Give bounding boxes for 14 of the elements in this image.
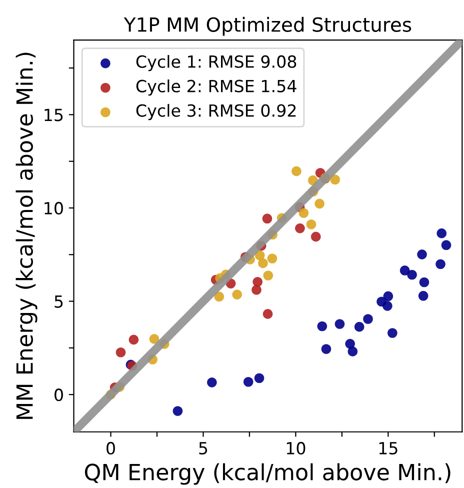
y-tick-label: 5	[54, 295, 63, 308]
x-axis-title: QM Energy (kcal/mol above Min.)	[84, 463, 450, 485]
legend-label: Cycle 3: RMSE 0.92	[136, 104, 296, 120]
chart-title: Y1P MM Optimized Structures	[124, 16, 412, 36]
x-tick-label: 15	[379, 442, 398, 455]
x-tick-label: 0	[106, 442, 115, 455]
y-tick-label: 10	[44, 202, 63, 215]
y-tick-label: 0	[54, 388, 63, 402]
x-tick-label: 5	[199, 442, 208, 455]
legend-label: Cycle 1: RMSE 9.08	[136, 55, 296, 72]
y-tick-label: 15	[44, 108, 63, 122]
legend-label: Cycle 2: RMSE 1.54	[136, 79, 296, 96]
y-axis-title: MM Energy (kcal/mol above Min.)	[16, 52, 38, 419]
x-tick-label: 10	[286, 442, 306, 455]
